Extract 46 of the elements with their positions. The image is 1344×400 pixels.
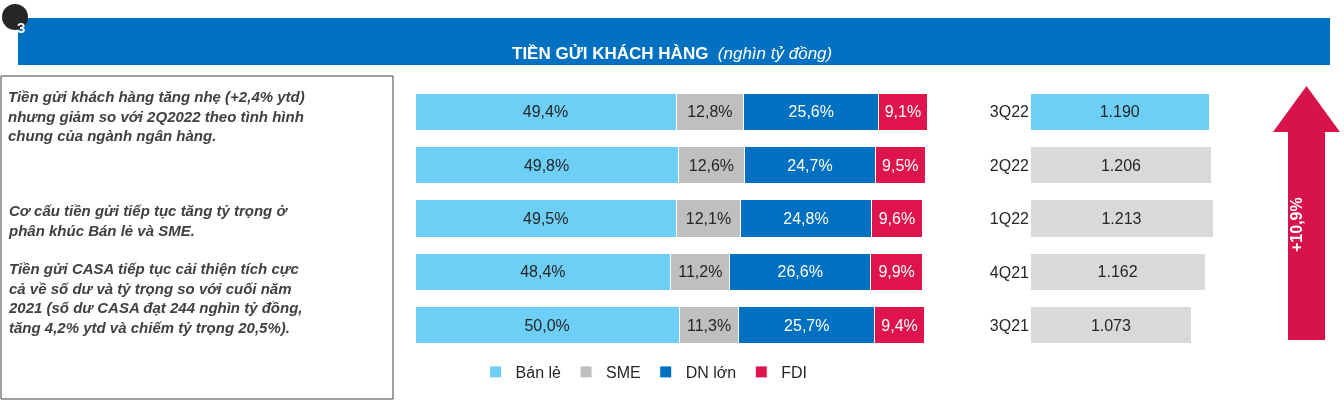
y-tick-label: 3Q22 [989,103,1030,121]
legend-label: Bán lẻ [515,364,562,382]
data-label: 9,6% [878,210,916,227]
text: 3 [17,19,26,36]
data-label: 49,4% [522,103,569,121]
bar [1030,145,1213,185]
y-tick-label: 2Q22 [989,156,1030,174]
data-label: 49,5% [523,210,569,227]
y-tick-label: 4Q21 [989,263,1030,281]
data-label: 48,4% [520,263,566,281]
data-label: 1.073 [1090,316,1132,334]
text: +10,9% [1288,197,1305,252]
bar [1030,92,1211,131]
bar [1030,306,1193,345]
data-label: 12,1% [685,210,732,227]
bar [1030,252,1206,292]
data-label: 1.206 [1100,156,1142,174]
text: Tiền gửi CASA tiếp tục cải thiện tích cực cả về số dư và tỷ trọng so với cuối năm 2021 (số dư CASA đạt 244 nghìn tỷ đồng, tăng 4,2% ytd và chiếm tỷ trọng 20,5%). [8,260,303,336]
chart-title: TIỀN GỬI KHÁCH HÀNG [512,44,709,63]
data-label: 12,8% [687,103,733,121]
data-label: 9,5% [882,156,919,174]
data-label: 26,6% [777,263,823,281]
y-tick-label: 1Q22 [989,210,1030,228]
data-label: 1.162 [1097,263,1138,281]
data-label: 1.190 [1099,103,1140,121]
data-label: 11,2% [678,263,723,281]
data-label: 25,6% [788,103,834,121]
data-label: 1.213 [1101,210,1142,227]
data-label: 49,8% [523,156,570,174]
data-label: 11,3% [686,316,732,334]
chart-subtitle: (nghìn tỷ đồng) [717,44,833,63]
text: Tiền gửi khách hàng tăng nhẹ (+2,4% ytd) nhưng giảm so với 2Q2022 theo tình hình chung của ngành ngân hàng. [8,88,305,144]
y-tick-label: 3Q21 [989,316,1030,334]
data-label: 24,7% [787,156,833,174]
legend-label: SME [606,364,641,382]
data-label: 12,6% [688,156,735,174]
data-label: 9,9% [878,263,915,281]
legend-label: FDI [781,364,808,382]
legend-label: DN lớn [685,364,737,382]
data-label: 24,8% [783,210,829,227]
data-label: 25,7% [784,316,830,334]
text: Cơ cấu tiền gửi tiếp tục tăng tỷ trọng ở phân khúc Bán lẻ và SME. [8,202,289,239]
bar [1030,199,1213,238]
data-label: 9,1% [884,103,922,121]
data-label: 50,0% [524,316,570,334]
data-label: 9,4% [881,316,918,334]
